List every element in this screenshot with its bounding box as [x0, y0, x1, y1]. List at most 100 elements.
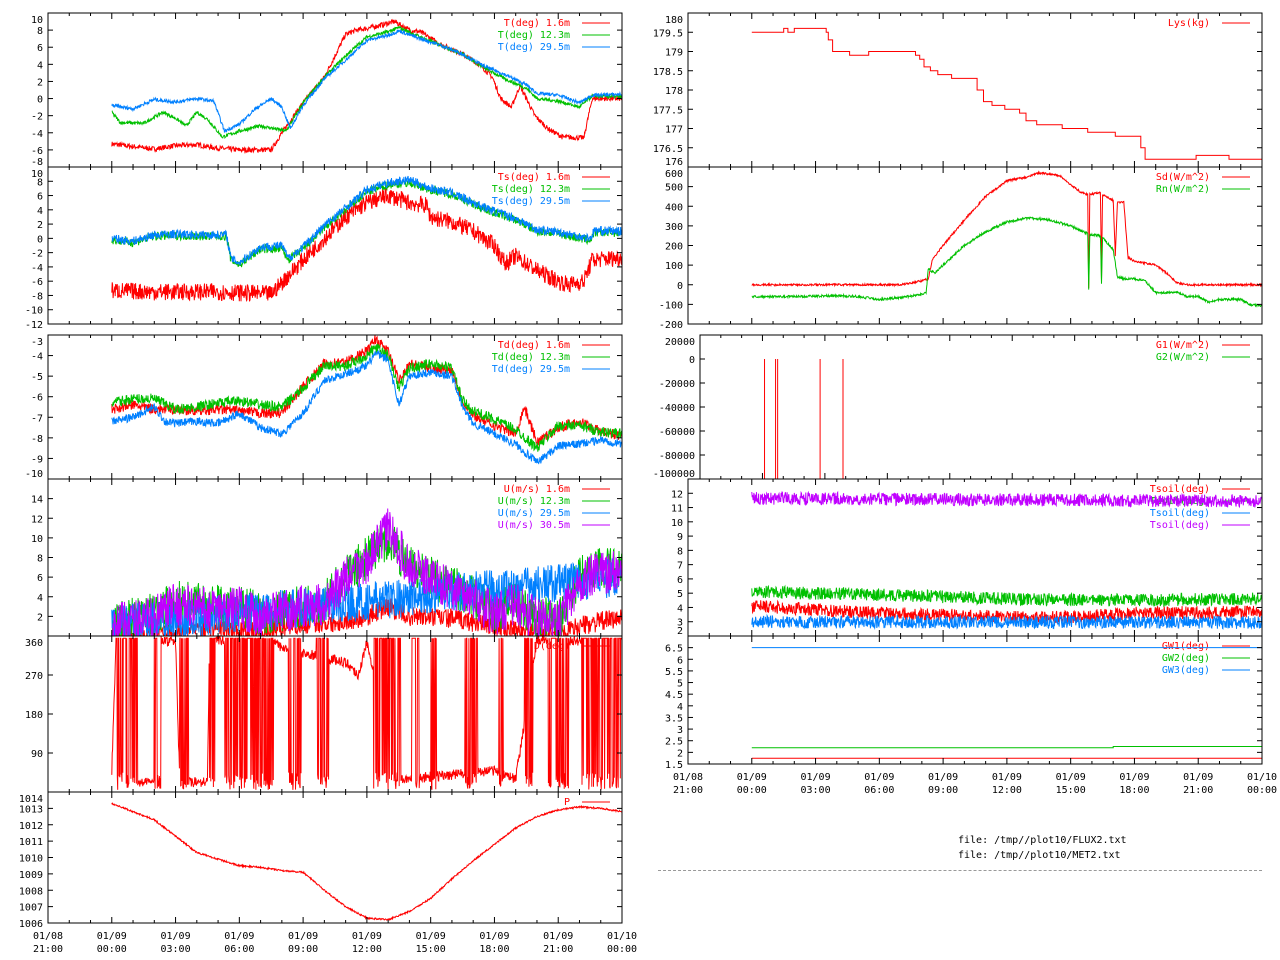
x-tick-date: 01/09 — [288, 931, 318, 942]
panel-sd: Sd(W/m^2)Rn(W/m^2) -200 -100 0 100 200 300 400 5… — [659, 166, 1263, 331]
y-tick-label: -80000 — [659, 451, 695, 462]
y-tick-label: 6 — [37, 573, 43, 584]
y-tick-label: 8 — [37, 26, 43, 37]
y-tick-label: -4 — [31, 263, 43, 274]
series-line — [751, 584, 1262, 608]
y-tick-label: 2 — [677, 748, 683, 759]
y-tick-label: -10 — [25, 469, 43, 480]
x-tick-time: 18:00 — [479, 944, 509, 955]
legend-label: GW1(deg) — [1162, 641, 1210, 652]
x-tick-date: 01/09 — [161, 931, 191, 942]
series-line — [751, 170, 1262, 289]
legend-label: T(deg) 29.5m — [498, 42, 570, 53]
legend-label: Lys(kg) — [1168, 18, 1210, 29]
file-list: file: /tmp//plot10/FLUX2.txt file: /tmp/… — [958, 833, 1127, 863]
series-line — [111, 343, 622, 452]
series-line — [111, 558, 622, 636]
y-tick-label: 200 — [665, 242, 683, 253]
y-tick-label: -8 — [31, 157, 43, 168]
series-line — [111, 508, 622, 636]
series-tsoil-0 — [751, 599, 1262, 624]
y-tick-label: 10 — [31, 15, 43, 26]
panel-d: D(deg) 90 180 270 360 — [25, 635, 623, 793]
y-tick-label: -10 — [25, 306, 43, 317]
y-tick-label: 20000 — [665, 337, 695, 348]
y-tick-label: 8 — [677, 546, 683, 557]
series-line — [111, 187, 622, 302]
panel-g: G1(W/m^2)G2(W/m^2) -100000 -80000 -60000 -40… — [653, 334, 1263, 480]
legend-label: Ts(deg) 1.6m — [498, 172, 570, 183]
legend-label: Tsoil(deg) — [1150, 484, 1210, 495]
y-tick-label: 1010 — [19, 854, 43, 865]
x-tick-time: 09:00 — [928, 785, 958, 796]
series-line — [111, 25, 622, 139]
y-tick-label: 8 — [37, 177, 43, 188]
panel-u: U(m/s) 1.6mU(m/s) 12.3mU(m/s) 29.5mU(m/s… — [31, 478, 623, 637]
y-tick-label: -6 — [31, 393, 43, 404]
y-tick-label: -100 — [659, 300, 683, 311]
series-lys-0 — [751, 27, 1262, 160]
y-tick-label: 4 — [37, 60, 43, 71]
y-tick-label: 1006 — [19, 919, 43, 930]
x-tick-time: 00:00 — [97, 944, 127, 955]
legend-label: GW2(deg) — [1162, 653, 1210, 664]
y-tick-label: 2.5 — [665, 737, 683, 748]
series-t-0 — [111, 18, 622, 154]
panel-gw: GW1(deg)GW2(deg)GW3(deg)1.522.533.544.55… — [665, 635, 1277, 796]
y-tick-label: -5 — [31, 372, 43, 383]
series-line — [111, 349, 622, 465]
series-line — [751, 216, 1262, 308]
y-tick-label: 12 — [31, 514, 43, 525]
y-tick-label: 0 — [677, 281, 683, 292]
series-sd-0 — [751, 170, 1262, 289]
y-tick-label: -6 — [31, 277, 43, 288]
y-tick-label: 179 — [665, 48, 683, 59]
series-sd-1 — [751, 216, 1262, 308]
x-tick-time: 06:00 — [224, 944, 254, 955]
x-tick-time: 00:00 — [607, 944, 637, 955]
divider — [658, 870, 1262, 871]
series-line — [751, 613, 1262, 631]
x-tick-date: 01/09 — [416, 931, 446, 942]
series-t-2 — [111, 28, 622, 133]
y-tick-label: -8 — [31, 434, 43, 445]
y-tick-label: 3.5 — [665, 713, 683, 724]
series-line — [111, 28, 622, 133]
y-tick-label: 2 — [37, 77, 43, 88]
y-tick-label: 600 — [665, 169, 683, 180]
legend-label: Tsoil(deg) — [1150, 508, 1210, 519]
y-tick-label: 1011 — [19, 837, 43, 848]
legend-label: Tsoil(deg) — [1150, 520, 1210, 531]
series-t-1 — [111, 25, 622, 139]
y-tick-label: 5.5 — [665, 667, 683, 678]
legend-label: Td(deg) 12.3m — [492, 352, 570, 363]
y-tick-label: 1013 — [19, 804, 43, 815]
y-tick-label: 6 — [37, 192, 43, 203]
y-tick-label: 5 — [677, 679, 683, 690]
y-tick-label: 178 — [665, 86, 683, 97]
legend-label: U(m/s) 30.5m — [498, 520, 570, 531]
series-line — [751, 27, 1262, 160]
series-td-1 — [111, 343, 622, 452]
x-tick-date: 01/09 — [1056, 772, 1086, 783]
y-tick-label: -12 — [25, 320, 43, 331]
y-tick-label: 90 — [31, 749, 43, 760]
y-tick-label: 10 — [671, 518, 683, 529]
legend-label: Sd(W/m^2) — [1156, 172, 1210, 183]
x-tick-date: 01/09 — [864, 772, 894, 783]
x-tick-time: 21:00 — [673, 785, 703, 796]
y-tick-label: 3 — [677, 618, 683, 629]
y-tick-label: 6 — [677, 655, 683, 666]
series-u-3 — [111, 508, 622, 636]
series-line — [111, 802, 622, 921]
y-tick-label: 400 — [665, 202, 683, 213]
y-tick-label: 8 — [37, 554, 43, 565]
x-tick-time: 09:00 — [288, 944, 318, 955]
series-line — [111, 18, 622, 154]
x-tick-time: 15:00 — [416, 944, 446, 955]
panel-t: T(deg) 1.6mT(deg) 12.3mT(deg) 29.5m -8-6 -… — [31, 12, 623, 168]
y-tick-label: 1007 — [19, 903, 43, 914]
legend-label: GW3(deg) — [1162, 665, 1210, 676]
y-tick-label: 1012 — [19, 821, 43, 832]
